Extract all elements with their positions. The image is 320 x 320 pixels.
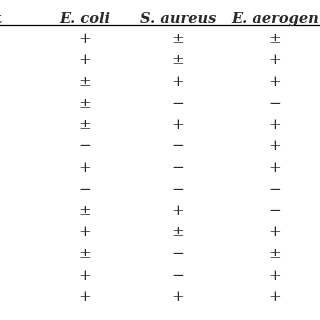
Text: −: − [172,97,184,110]
Text: +: + [172,204,184,218]
Text: −: − [172,182,184,196]
Text: +: + [268,268,281,283]
Text: +: + [268,75,281,89]
Text: +: + [172,118,184,132]
Text: +: + [268,290,281,304]
Text: −: − [268,97,281,110]
Text: +: + [268,161,281,175]
Text: ±: ± [79,118,92,132]
Text: ±: ± [79,204,92,218]
Text: −: − [79,182,92,196]
Text: +: + [172,290,184,304]
Text: ±: ± [268,32,281,46]
Text: +: + [268,140,281,154]
Text: +: + [268,118,281,132]
Text: ±: ± [268,247,281,261]
Text: +: + [79,226,92,239]
Text: −: − [172,247,184,261]
Text: −: − [172,268,184,283]
Text: −: − [172,140,184,154]
Text: ±: ± [172,53,184,68]
Text: +: + [79,32,92,46]
Text: +: + [268,226,281,239]
Text: E. aerogen: E. aerogen [231,12,319,26]
Text: +: + [79,290,92,304]
Text: E. coli: E. coli [60,12,110,26]
Text: +: + [79,53,92,68]
Text: +: + [172,75,184,89]
Text: ±: ± [172,226,184,239]
Text: −: − [268,182,281,196]
Text: t: t [0,12,2,26]
Text: +: + [79,161,92,175]
Text: ±: ± [79,97,92,110]
Text: +: + [79,268,92,283]
Text: ±: ± [172,32,184,46]
Text: +: + [268,53,281,68]
Text: S. aureus: S. aureus [140,12,216,26]
Text: ±: ± [79,75,92,89]
Text: −: − [79,140,92,154]
Text: −: − [172,161,184,175]
Text: −: − [268,204,281,218]
Text: ±: ± [79,247,92,261]
